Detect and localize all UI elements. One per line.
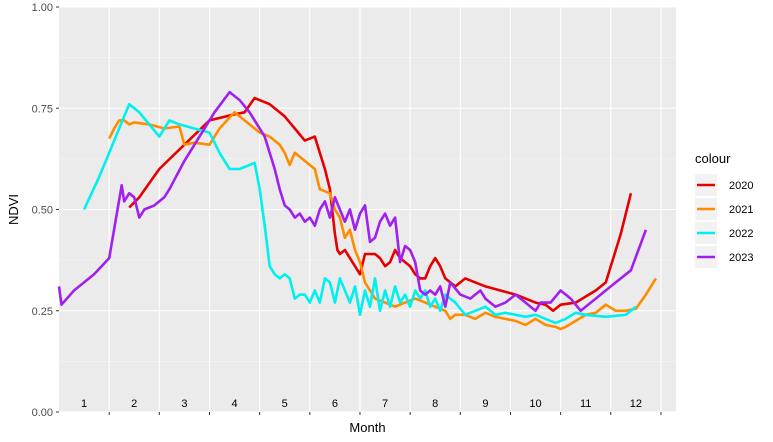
x-tick-label: 8: [432, 398, 438, 410]
legend-label-2021: 2021: [729, 204, 753, 216]
y-tick-label: 1.00: [32, 2, 53, 14]
x-tick-label: 7: [382, 398, 388, 410]
x-tick-label: 12: [630, 398, 642, 410]
x-tick-label: 11: [580, 398, 591, 410]
y-tick-label: 0.00: [32, 407, 53, 419]
legend-label-2023: 2023: [729, 252, 753, 264]
series-lines: [57, 90, 658, 331]
series-line-2021: [108, 111, 658, 331]
x-tick-label: 9: [482, 398, 488, 410]
x-tick-label: 6: [332, 398, 338, 410]
major-gridlines: [59, 6, 676, 413]
axis-ticks: [56, 6, 662, 415]
legend-title: colour: [695, 151, 731, 166]
minor-gridlines: [59, 57, 676, 362]
legend-label-2020: 2020: [729, 180, 753, 192]
x-tick-label: 4: [232, 398, 238, 410]
x-tick-label: 10: [529, 398, 541, 410]
y-tick-label: 0.25: [32, 306, 53, 318]
y-tick-label: 0.75: [32, 103, 53, 115]
legend-label-2022: 2022: [729, 228, 753, 240]
x-axis-title: Month: [349, 420, 385, 435]
legend: colour 2020 2021 2022 2023: [695, 151, 753, 268]
x-tick-label: 5: [282, 398, 288, 410]
x-tick-label: 3: [181, 398, 187, 410]
x-tick-label: 1: [81, 398, 87, 410]
series-line-2022: [82, 102, 637, 325]
x-tick-label: 2: [131, 398, 137, 410]
y-tick-label: 0.50: [32, 205, 53, 217]
y-tick-labels: 0.00 0.25 0.50 0.75 1.00: [32, 2, 53, 419]
series-line-2023: [57, 90, 648, 313]
x-tick-labels: 1 2 3 4 5 6 7 8 9 10 11 12: [81, 398, 642, 410]
series-line-2020: [128, 96, 633, 313]
y-axis-title: NDVI: [6, 194, 21, 225]
